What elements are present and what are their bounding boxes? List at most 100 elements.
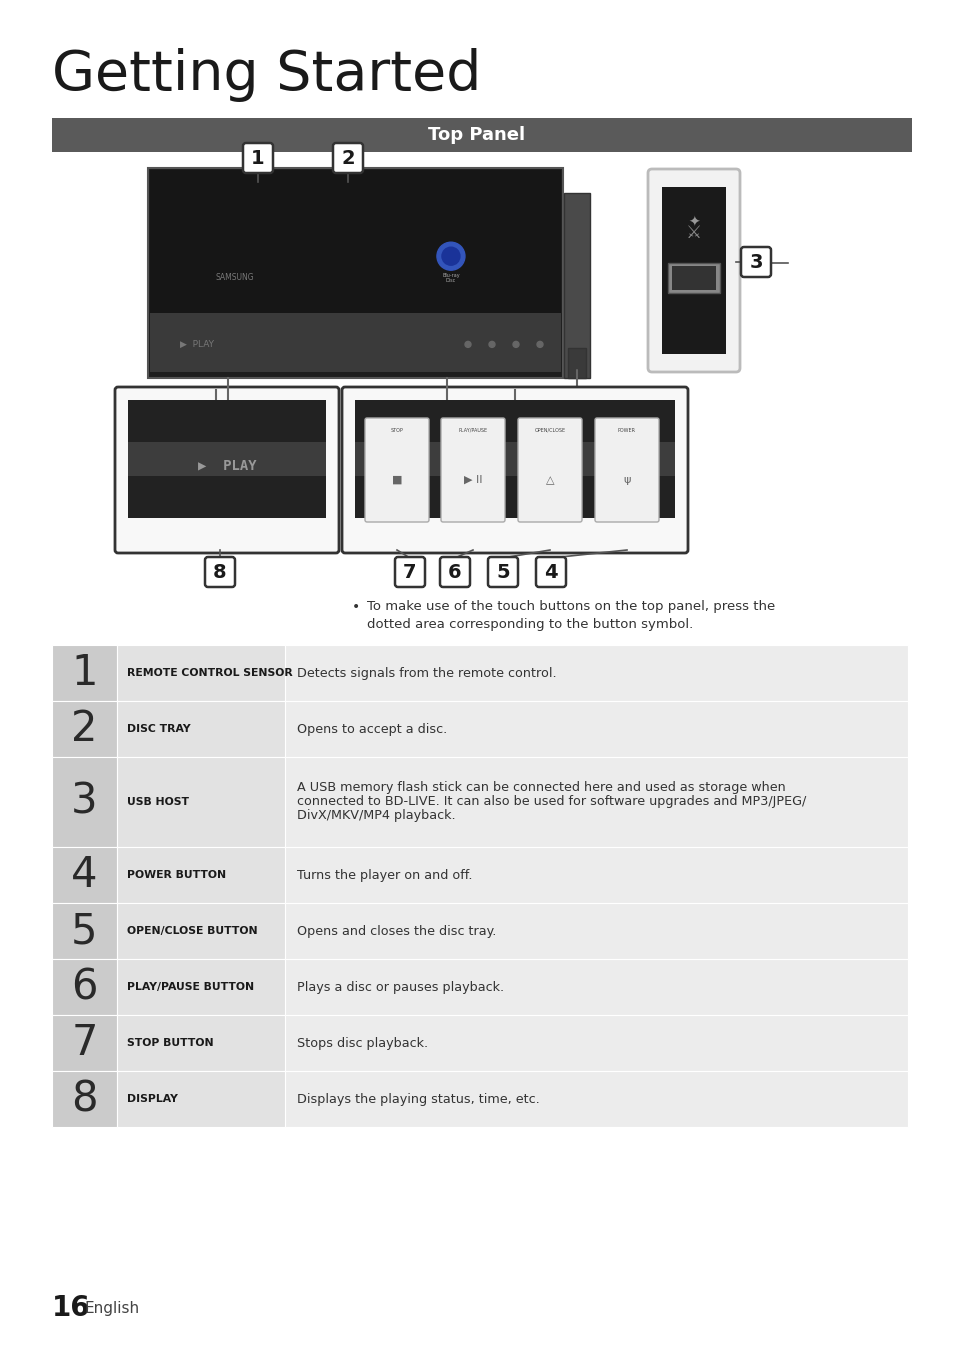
- Text: 4: 4: [71, 854, 97, 896]
- Text: Turns the player on and off.: Turns the player on and off.: [296, 868, 472, 881]
- Bar: [52, 848, 907, 903]
- Bar: [128, 399, 326, 519]
- FancyBboxPatch shape: [243, 144, 273, 173]
- Text: 3: 3: [71, 781, 98, 823]
- FancyBboxPatch shape: [536, 556, 565, 588]
- Text: STOP: STOP: [390, 428, 403, 433]
- Text: Plays a disc or pauses playback.: Plays a disc or pauses playback.: [296, 980, 503, 994]
- Text: Disc: Disc: [445, 278, 456, 283]
- Text: ▶  PLAY: ▶ PLAY: [197, 458, 256, 473]
- Bar: [52, 757, 907, 848]
- Bar: [52, 1071, 907, 1127]
- Bar: [52, 903, 117, 959]
- FancyBboxPatch shape: [439, 556, 470, 588]
- Text: POWER BUTTON: POWER BUTTON: [127, 871, 226, 880]
- Text: SAMSUNG: SAMSUNG: [215, 272, 254, 282]
- Text: •: •: [352, 600, 360, 613]
- Text: 3: 3: [748, 252, 762, 272]
- Text: OPEN/CLOSE BUTTON: OPEN/CLOSE BUTTON: [127, 926, 257, 936]
- Text: Displays the playing status, time, etc.: Displays the playing status, time, etc.: [296, 1093, 539, 1105]
- Text: English: English: [85, 1300, 140, 1316]
- Text: 1: 1: [71, 653, 97, 695]
- Bar: [52, 118, 911, 152]
- Text: PLAY/PAUSE: PLAY/PAUSE: [458, 428, 487, 433]
- Bar: [117, 701, 285, 757]
- Text: DISC TRAY: DISC TRAY: [127, 724, 191, 734]
- Bar: [52, 848, 117, 903]
- Text: PLAY/PAUSE BUTTON: PLAY/PAUSE BUTTON: [127, 982, 253, 992]
- Bar: [563, 194, 589, 378]
- Text: 2: 2: [341, 149, 355, 168]
- Bar: [52, 903, 907, 959]
- Bar: [52, 757, 117, 848]
- Bar: [128, 443, 326, 475]
- Text: 5: 5: [496, 562, 509, 581]
- FancyBboxPatch shape: [517, 418, 581, 523]
- Bar: [52, 701, 907, 757]
- FancyBboxPatch shape: [205, 556, 234, 588]
- Text: ■: ■: [392, 475, 402, 485]
- Text: DivX/MKV/MP4 playback.: DivX/MKV/MP4 playback.: [296, 810, 456, 822]
- Text: Getting Started: Getting Started: [52, 47, 481, 102]
- Text: 1: 1: [251, 149, 265, 168]
- Bar: [52, 701, 117, 757]
- Text: 5: 5: [71, 910, 97, 952]
- Bar: [148, 168, 562, 378]
- Text: OPEN/CLOSE: OPEN/CLOSE: [534, 428, 565, 433]
- FancyBboxPatch shape: [595, 418, 659, 523]
- Circle shape: [513, 341, 518, 348]
- FancyBboxPatch shape: [488, 556, 517, 588]
- Circle shape: [436, 242, 464, 271]
- Bar: [355, 399, 675, 519]
- Bar: [671, 265, 716, 290]
- Bar: [117, 848, 285, 903]
- Text: USB HOST: USB HOST: [127, 798, 189, 807]
- Text: 6: 6: [448, 562, 461, 581]
- Bar: [52, 1016, 117, 1071]
- Text: Detects signals from the remote control.: Detects signals from the remote control.: [296, 666, 556, 680]
- Text: 6: 6: [71, 965, 97, 1007]
- FancyBboxPatch shape: [647, 169, 740, 372]
- Circle shape: [537, 341, 542, 348]
- Bar: [150, 313, 560, 372]
- Bar: [667, 263, 720, 292]
- Text: DISPLAY: DISPLAY: [127, 1094, 177, 1104]
- Bar: [117, 1016, 285, 1071]
- Text: ▶  PLAY: ▶ PLAY: [180, 340, 213, 349]
- FancyBboxPatch shape: [440, 418, 504, 523]
- FancyBboxPatch shape: [341, 387, 687, 552]
- Text: ▶ II: ▶ II: [463, 475, 482, 485]
- Bar: [52, 1071, 117, 1127]
- Text: Opens to accept a disc.: Opens to accept a disc.: [296, 723, 447, 735]
- Text: REMOTE CONTROL SENSOR: REMOTE CONTROL SENSOR: [127, 668, 293, 678]
- Bar: [661, 187, 725, 353]
- Text: A USB memory flash stick can be connected here and used as storage when: A USB memory flash stick can be connecte…: [296, 781, 785, 795]
- Bar: [567, 348, 585, 378]
- Bar: [52, 959, 117, 1016]
- Circle shape: [464, 341, 471, 348]
- Text: 8: 8: [213, 562, 227, 581]
- Bar: [52, 645, 117, 701]
- Text: To make use of the touch buttons on the top panel, press the: To make use of the touch buttons on the …: [367, 600, 775, 613]
- Bar: [117, 1071, 285, 1127]
- Text: ✦: ✦: [687, 217, 700, 230]
- Bar: [117, 903, 285, 959]
- Text: 7: 7: [403, 562, 416, 581]
- Text: STOP BUTTON: STOP BUTTON: [127, 1039, 213, 1048]
- Text: 7: 7: [71, 1022, 97, 1064]
- Bar: [117, 645, 285, 701]
- Text: 8: 8: [71, 1078, 98, 1120]
- Text: ψ: ψ: [622, 475, 630, 485]
- Bar: [355, 443, 675, 475]
- Bar: [52, 645, 907, 701]
- Circle shape: [441, 248, 459, 265]
- Text: Blu-ray: Blu-ray: [441, 274, 459, 278]
- Text: 16: 16: [52, 1294, 91, 1322]
- Text: ⚔: ⚔: [685, 223, 701, 242]
- FancyBboxPatch shape: [333, 144, 363, 173]
- Text: Top Panel: Top Panel: [428, 126, 525, 144]
- Text: 4: 4: [543, 562, 558, 581]
- Bar: [117, 959, 285, 1016]
- Text: connected to BD-LIVE. It can also be used for software upgrades and MP3/JPEG/: connected to BD-LIVE. It can also be use…: [296, 796, 805, 808]
- Text: dotted area corresponding to the button symbol.: dotted area corresponding to the button …: [367, 617, 693, 631]
